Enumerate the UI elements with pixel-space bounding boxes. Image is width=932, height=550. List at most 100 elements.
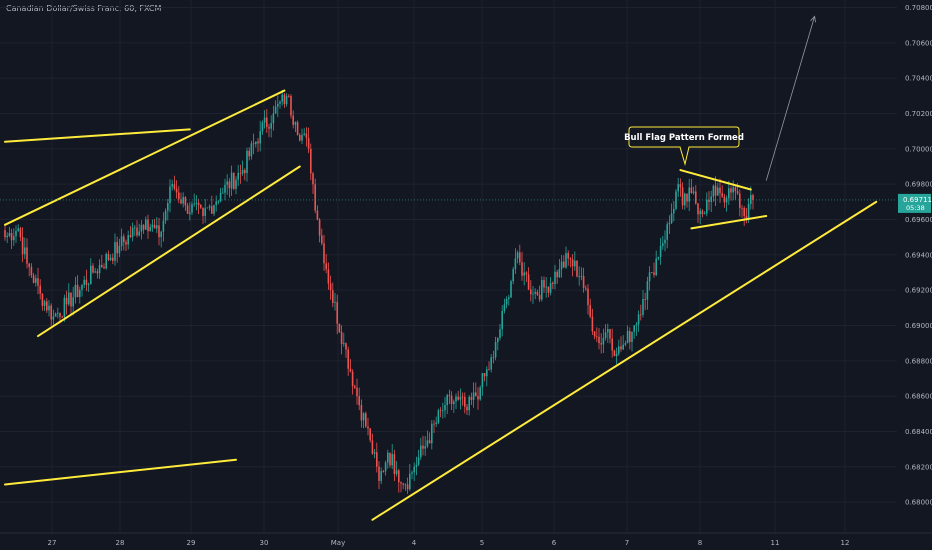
candle-body — [719, 187, 721, 194]
candle-body — [602, 337, 605, 345]
candle-body — [538, 294, 541, 300]
candle-body — [266, 117, 268, 127]
candle-body — [455, 396, 457, 402]
candle-body — [310, 148, 312, 174]
candle-body — [437, 410, 440, 423]
candle-body — [486, 369, 488, 377]
candle-body — [453, 401, 455, 404]
projection-arrow[interactable] — [765, 15, 816, 181]
candle-body — [554, 271, 556, 284]
candle-body — [587, 288, 589, 306]
candle-body — [525, 272, 528, 275]
candle-body — [323, 243, 325, 264]
candle-body — [624, 343, 627, 345]
candle-body — [8, 233, 11, 236]
candle-body — [241, 170, 244, 174]
candle-body — [604, 332, 607, 338]
candle-body — [21, 237, 24, 255]
candle-body — [98, 264, 101, 274]
candle-body — [61, 316, 63, 318]
candle-body — [261, 122, 264, 132]
candle-body — [596, 336, 598, 338]
candle-body — [327, 269, 330, 284]
candle-body — [752, 195, 754, 200]
candle-body — [527, 274, 530, 290]
candle-body — [162, 220, 165, 232]
candle-body — [642, 298, 644, 315]
y-tick-label: 0.70600 — [905, 39, 932, 47]
candle-body — [59, 312, 61, 317]
candle-body — [688, 187, 690, 202]
candle-body — [362, 413, 365, 421]
x-tick-label: 6 — [552, 539, 557, 547]
trendline[interactable] — [4, 89, 286, 226]
x-tick-label: May — [331, 539, 345, 547]
candle-body — [197, 202, 200, 206]
candle-body — [563, 261, 565, 268]
candle-body — [206, 207, 209, 209]
candle-body — [703, 213, 706, 215]
candle-body — [65, 297, 68, 305]
candle-body — [422, 445, 424, 449]
candle-body — [13, 236, 15, 241]
y-tick-label: 0.68600 — [905, 393, 932, 401]
candle-body — [750, 195, 752, 204]
trendlines[interactable] — [4, 89, 878, 521]
candle-body — [123, 236, 125, 243]
candle-body — [211, 206, 213, 214]
candle-body — [611, 338, 613, 351]
candle-body — [277, 103, 279, 107]
candle-body — [76, 284, 79, 298]
candle-body — [633, 325, 635, 332]
candle-body — [43, 301, 46, 306]
candle-body — [708, 199, 710, 202]
candle-body — [268, 126, 270, 129]
candle-body — [600, 343, 602, 345]
trendline[interactable] — [690, 214, 768, 230]
candle-body — [72, 297, 74, 307]
trendline[interactable] — [4, 128, 191, 143]
candle-body — [184, 197, 187, 206]
candle-body — [646, 281, 649, 300]
candle-body — [178, 192, 180, 200]
trendline[interactable] — [4, 458, 237, 486]
candle-body — [191, 204, 193, 213]
annotation-callout[interactable]: Bull Flag Pattern Formed — [624, 126, 744, 166]
trendline[interactable] — [679, 169, 752, 191]
candle-body — [684, 193, 686, 206]
candle-body — [475, 392, 477, 397]
candle-body — [644, 298, 646, 300]
candle-body — [690, 187, 693, 194]
candle-body — [112, 257, 114, 261]
candle-body — [468, 396, 470, 411]
candle-body — [158, 225, 160, 238]
x-tick-label: 30 — [260, 539, 269, 547]
candle-body — [541, 280, 543, 300]
candle-body — [180, 199, 182, 204]
candle-body — [567, 253, 569, 259]
grid — [0, 0, 897, 538]
candle-body — [189, 212, 191, 214]
candle-body — [686, 193, 688, 202]
callout-text: Bull Flag Pattern Formed — [624, 133, 744, 143]
trendline[interactable] — [371, 200, 878, 521]
candle-body — [138, 231, 140, 236]
candle-body — [299, 134, 301, 141]
y-tick-label: 0.70200 — [905, 110, 932, 118]
candle-body — [237, 172, 239, 180]
candle-body — [497, 337, 499, 343]
candle-body — [457, 396, 459, 400]
x-tick-label: 29 — [187, 539, 196, 547]
candle-body — [657, 256, 660, 259]
time-axis[interactable]: 27 28 29 30 May 4 5 6 7 8 11 12 — [0, 532, 932, 550]
candle-body — [26, 247, 28, 264]
candle-body — [712, 185, 715, 197]
candle-body — [387, 452, 389, 463]
candle-body — [131, 227, 134, 237]
trendline[interactable] — [37, 165, 301, 338]
candle-body — [118, 246, 121, 254]
candle-body — [512, 269, 514, 282]
candle-body — [483, 373, 486, 377]
